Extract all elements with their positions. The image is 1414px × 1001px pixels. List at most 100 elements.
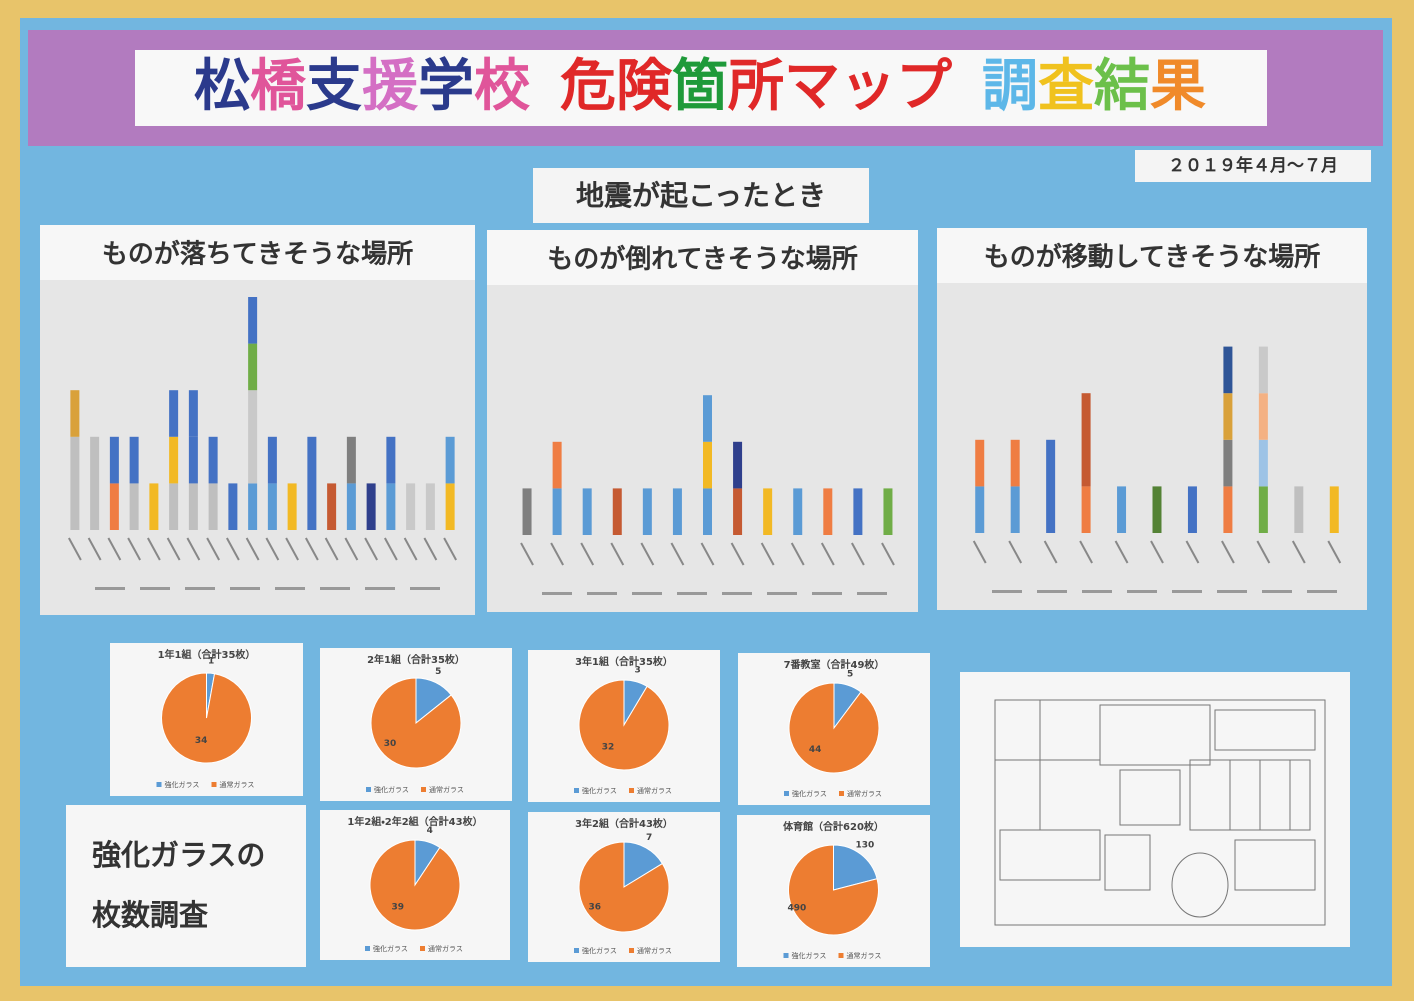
bar-segment bbox=[1187, 486, 1197, 533]
category-label-stub bbox=[1327, 540, 1342, 564]
bar-segment bbox=[522, 488, 532, 535]
title-part: 松橋支援学校 bbox=[194, 54, 530, 119]
category-label-stub bbox=[245, 537, 260, 561]
category-label-stub bbox=[730, 542, 745, 566]
chart-title-bg bbox=[487, 230, 918, 285]
bar-segment bbox=[346, 483, 356, 530]
legend-swatch bbox=[629, 948, 634, 953]
bar-segment bbox=[267, 436, 277, 484]
bar-segment bbox=[90, 436, 100, 530]
bar-segment bbox=[129, 483, 139, 530]
bar-segment bbox=[763, 488, 773, 535]
category-label-stub bbox=[265, 537, 280, 561]
chart-title: ものが移動してきそうな場所 bbox=[984, 242, 1320, 273]
legend-stub bbox=[587, 592, 617, 595]
legend-stub bbox=[275, 587, 305, 590]
note-line: 強化ガラスの bbox=[92, 838, 265, 872]
bar-segment bbox=[703, 488, 712, 535]
category-label-stub bbox=[700, 542, 715, 566]
pie-slice bbox=[788, 844, 879, 936]
legend-swatch bbox=[420, 946, 425, 951]
legend-stub bbox=[320, 587, 350, 590]
legend-swatch bbox=[365, 946, 370, 951]
pie-slice bbox=[578, 679, 670, 771]
pie-title: 1年1組（合計35枚） bbox=[158, 648, 256, 661]
pie-value-label: 3 bbox=[635, 666, 641, 676]
pie-slice bbox=[578, 841, 670, 933]
bar-segment bbox=[307, 436, 317, 530]
category-label-stub bbox=[107, 537, 122, 561]
category-label-stub bbox=[1043, 540, 1058, 564]
category-label-stub bbox=[206, 537, 221, 561]
legend-stub bbox=[812, 592, 842, 595]
section-box bbox=[533, 168, 869, 223]
legend-label: 強化ガラス bbox=[792, 951, 827, 960]
bar-segment bbox=[445, 483, 455, 530]
legend-stub bbox=[1172, 590, 1202, 593]
bar-segment bbox=[793, 488, 803, 535]
title-strip bbox=[135, 50, 1267, 126]
bar-segment bbox=[642, 488, 652, 535]
poster-title: 松橋支援学校 危険箇所マップ 調査結果 bbox=[194, 54, 1206, 119]
category-label-stub bbox=[87, 537, 102, 561]
pie-title: 2年1組（合計35枚） bbox=[367, 653, 465, 666]
category-label-stub bbox=[670, 542, 685, 566]
pie-value-label: 44 bbox=[809, 745, 822, 755]
category-label-stub bbox=[403, 537, 418, 561]
legend-stub bbox=[992, 590, 1022, 593]
bar-segment bbox=[248, 343, 258, 391]
legend-label: 通常ガラス bbox=[637, 946, 672, 955]
bar-segment bbox=[109, 436, 119, 484]
bar-segment bbox=[883, 488, 893, 535]
bar-segment bbox=[1294, 486, 1304, 533]
legend-label: 強化ガラス bbox=[792, 789, 827, 798]
pie-value-label: 490 bbox=[787, 904, 806, 914]
bar-segment bbox=[188, 390, 198, 437]
category-label-stub bbox=[423, 537, 438, 561]
pie-value-label: 7 bbox=[646, 833, 652, 843]
legend-stub bbox=[632, 592, 662, 595]
legend-stub bbox=[140, 587, 170, 590]
bar-segment bbox=[425, 483, 435, 530]
category-label-stub bbox=[186, 537, 201, 561]
legend-label: 強化ガラス bbox=[165, 780, 200, 789]
category-label-stub bbox=[550, 542, 564, 566]
bar-segment bbox=[188, 436, 198, 484]
category-label-stub bbox=[1150, 540, 1164, 564]
legend-label: 通常ガラス bbox=[220, 780, 255, 789]
bar-segment bbox=[1117, 486, 1127, 533]
category-label-stub bbox=[610, 542, 625, 566]
legend-swatch bbox=[629, 788, 634, 793]
map-lines bbox=[994, 699, 1326, 926]
legend-stub bbox=[1307, 590, 1337, 593]
legend-swatch bbox=[574, 788, 579, 793]
bar-segment bbox=[1223, 393, 1233, 440]
legend-stub bbox=[857, 592, 887, 595]
category-label-stub bbox=[1008, 540, 1023, 564]
category-label-stub bbox=[972, 540, 987, 564]
date: ２０１９年４月～７月 bbox=[1168, 155, 1338, 176]
bar-segment bbox=[149, 483, 159, 530]
bar-segment bbox=[612, 488, 622, 535]
category-label-stub bbox=[285, 537, 300, 561]
legend-swatch bbox=[839, 791, 844, 796]
legend-stub bbox=[1037, 590, 1067, 593]
bar-segment bbox=[109, 483, 119, 530]
bar-segment bbox=[1081, 393, 1091, 487]
legend-label: 通常ガラス bbox=[429, 785, 464, 794]
category-label-stub bbox=[304, 537, 319, 561]
bar-segment bbox=[1081, 486, 1091, 533]
bar-segment bbox=[169, 483, 179, 530]
legend-label: 通常ガラス bbox=[847, 789, 882, 798]
legend-swatch bbox=[421, 787, 426, 792]
legend-label: 強化ガラス bbox=[374, 785, 409, 794]
school-map bbox=[960, 672, 1350, 947]
bar-segment bbox=[1258, 439, 1268, 487]
bar-segment bbox=[672, 488, 682, 535]
pie-value-label: 5 bbox=[435, 667, 441, 677]
chart-title: ものが倒れてきそうな場所 bbox=[547, 244, 857, 275]
bar-segment bbox=[703, 395, 712, 442]
bar-segment bbox=[975, 486, 985, 533]
category-label-stub bbox=[344, 537, 359, 561]
